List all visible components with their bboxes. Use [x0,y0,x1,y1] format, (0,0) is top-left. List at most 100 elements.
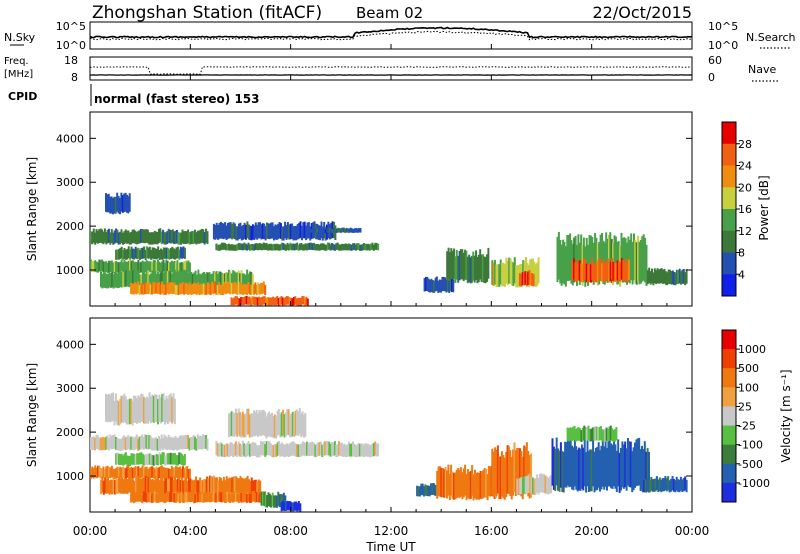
range-gate-cell [462,252,465,282]
range-gate-cell [372,443,375,457]
range-gate-cell [253,479,256,495]
range-gate-cell [113,272,116,288]
range-gate-cell [272,445,275,458]
range-gate-cell [326,228,329,233]
range-gate-cell [280,296,283,305]
range-gate-cell [124,437,127,451]
range-gate-cell [139,228,142,243]
range-gate-cell [272,296,275,305]
range-gate-cell [173,261,176,273]
range-gate-cell [256,224,259,240]
range-gate-cell [562,451,565,493]
range-gate-cell [580,444,583,489]
range-gate-cell [230,411,233,436]
range-gate-cell [186,466,189,478]
range-gate-cell [183,454,186,465]
range-gate-cell [177,284,180,295]
range-gate-cell [607,439,610,487]
range-gate-cell [182,435,185,449]
range-gate-cell [491,448,494,496]
nsky-tick-top: 10^5 [56,20,86,33]
range-gate-cell [119,248,122,259]
range-gate-cell [273,414,276,438]
range-gate-cell [483,468,486,498]
range-gate-cell [594,447,597,491]
range-gate-cell [233,223,236,240]
range-gate-cell [436,470,439,499]
range-gate-cell [587,450,590,492]
range-gate-cell [221,242,223,250]
range-gate-cell [633,233,635,281]
range-gate-cell [247,282,250,294]
range-gate-cell [301,244,304,251]
date-label: 22/Oct/2015 [592,3,692,22]
range-gate-cell [139,283,142,295]
range-gate-cell [263,223,266,240]
range-gate-cell [172,248,175,260]
nsearch-tick-bottom: 10^0 [708,39,738,52]
range-gate-cell [585,452,588,493]
range-gate-cell [172,491,174,502]
range-gate-cell [158,467,161,479]
range-gate-cell [136,398,139,424]
range-gate-cell [163,467,166,479]
range-gate-cell [186,261,189,273]
range-gate-cell [283,298,286,306]
range-gate-cell [187,272,190,288]
range-gate-cell [311,243,314,251]
range-gate-cell [239,476,242,493]
range-gate-cell [112,435,115,449]
range-gate-cell [276,296,279,305]
range-gate-cell [648,267,651,283]
range-gate-cell [232,283,235,295]
range-gate-cell [352,228,355,233]
range-gate-cell [274,297,277,306]
range-gate-cell [239,243,242,251]
range-gate-cell [100,271,102,288]
range-gate-cell [186,480,189,495]
range-gate-cell [244,413,247,438]
range-gate-cell [223,281,226,294]
range-gate-cell [307,243,310,250]
range-gate-cell [229,478,232,494]
range-gate-cell [157,454,160,466]
range-gate-cell [138,396,141,424]
range-gate-cell [188,492,191,503]
range-gate-cell [329,443,332,457]
range-gate-cell [247,273,250,289]
range-gate-cell [101,437,104,451]
range-gate-cell [120,395,123,423]
range-gate-cell [143,272,146,288]
range-gate-cell [213,493,216,503]
range-gate-cell [120,467,123,479]
range-gate-cell [231,477,234,494]
range-gate-cell [99,259,102,272]
range-gate-cell [345,445,347,458]
range-gate-cell [509,258,512,284]
range-gate-cell [251,296,254,305]
range-gate-cell [299,221,302,238]
range-gate-cell [279,223,282,239]
range-gate-cell [109,394,112,423]
range-gate-cell [129,259,131,272]
range-gate-cell [421,483,424,496]
range-gate-cell [290,502,293,512]
range-gate-cell [147,476,150,493]
range-gate-cell [157,478,160,494]
range-gate-cell [258,409,261,436]
range-gate-cell [228,222,231,239]
range-gate-cell [247,491,250,502]
range-gate-cell [147,270,150,287]
range-gate-cell [168,270,171,287]
range-gate-cell [501,263,504,287]
range-gate-cell [525,274,528,287]
range-gate-cell [431,280,434,293]
range-gate-cell [131,401,134,426]
range-gate-cell [107,477,109,494]
range-gate-cell [580,263,583,283]
range-gate-cell [261,297,263,305]
range-gate-cell [248,444,251,457]
range-gate-cell [540,473,543,493]
range-gate-cell [284,502,287,511]
range-gate-cell [92,261,95,273]
